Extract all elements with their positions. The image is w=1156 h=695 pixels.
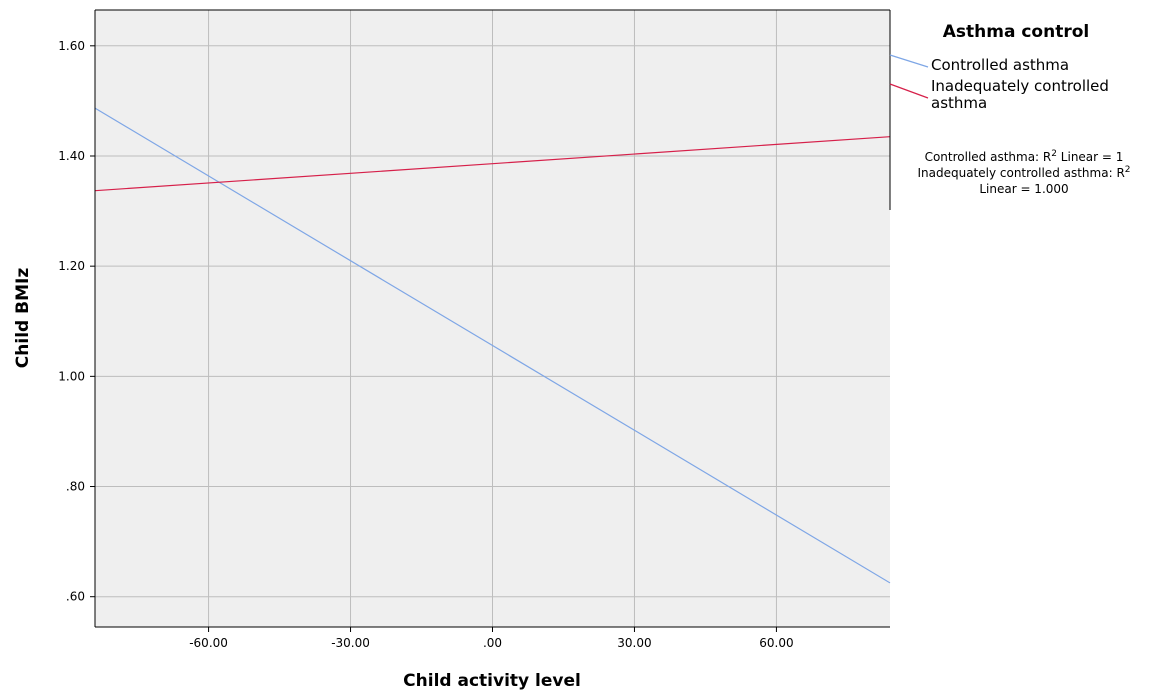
x-tick-label: 60.00: [759, 636, 793, 650]
legend-title: Asthma control: [943, 22, 1089, 42]
x-tick-label: 30.00: [617, 636, 651, 650]
series-lines: [94, 107, 891, 584]
axis-ticks: -60.00 -30.00 .00 30.00 60.00 .60 .80 1.00 1.20 1…: [58, 39, 793, 650]
legend-label-controlled-asthma: Controlled asthma: [931, 56, 1069, 74]
y-tick-label: .80: [66, 480, 85, 494]
y-tick-label: 1.20: [58, 259, 85, 273]
gridlines: [95, 10, 890, 627]
y-tick-label: 1.40: [58, 149, 85, 163]
legend-swatch-controlled-asthma: [889, 54, 929, 68]
fit-line-controlled: Controlled asthma: R2 Linear = 1: [925, 149, 1124, 164]
legend-label-inadequately-controlled-line2: asthma: [931, 94, 987, 112]
legend: Asthma control Controlled asthma Inadequ…: [889, 22, 1109, 112]
y-axis-title: Child BMIz: [13, 268, 33, 369]
y-tick-label: 1.60: [58, 39, 85, 53]
y-tick-label: .60: [66, 590, 85, 604]
x-tick-label: -30.00: [331, 636, 370, 650]
series-line-inadequately-controlled-asthma: [94, 136, 891, 192]
fit-line-inadequately-controlled: Inadequately controlled asthma: R2: [917, 165, 1130, 180]
y-tick-label: 1.00: [58, 369, 85, 383]
legend-swatch-inadequately-controlled-asthma: [889, 83, 929, 99]
legend-label-inadequately-controlled-line1: Inadequately controlled: [931, 77, 1109, 95]
x-axis-title: Child activity level: [403, 671, 581, 691]
fit-annotation: Controlled asthma: R2 Linear = 1 Inadequ…: [917, 149, 1130, 196]
series-line-controlled-asthma: [94, 107, 891, 584]
x-tick-label: .00: [483, 636, 502, 650]
x-tick-label: -60.00: [189, 636, 228, 650]
fit-line-linear: Linear = 1.000: [979, 182, 1068, 196]
